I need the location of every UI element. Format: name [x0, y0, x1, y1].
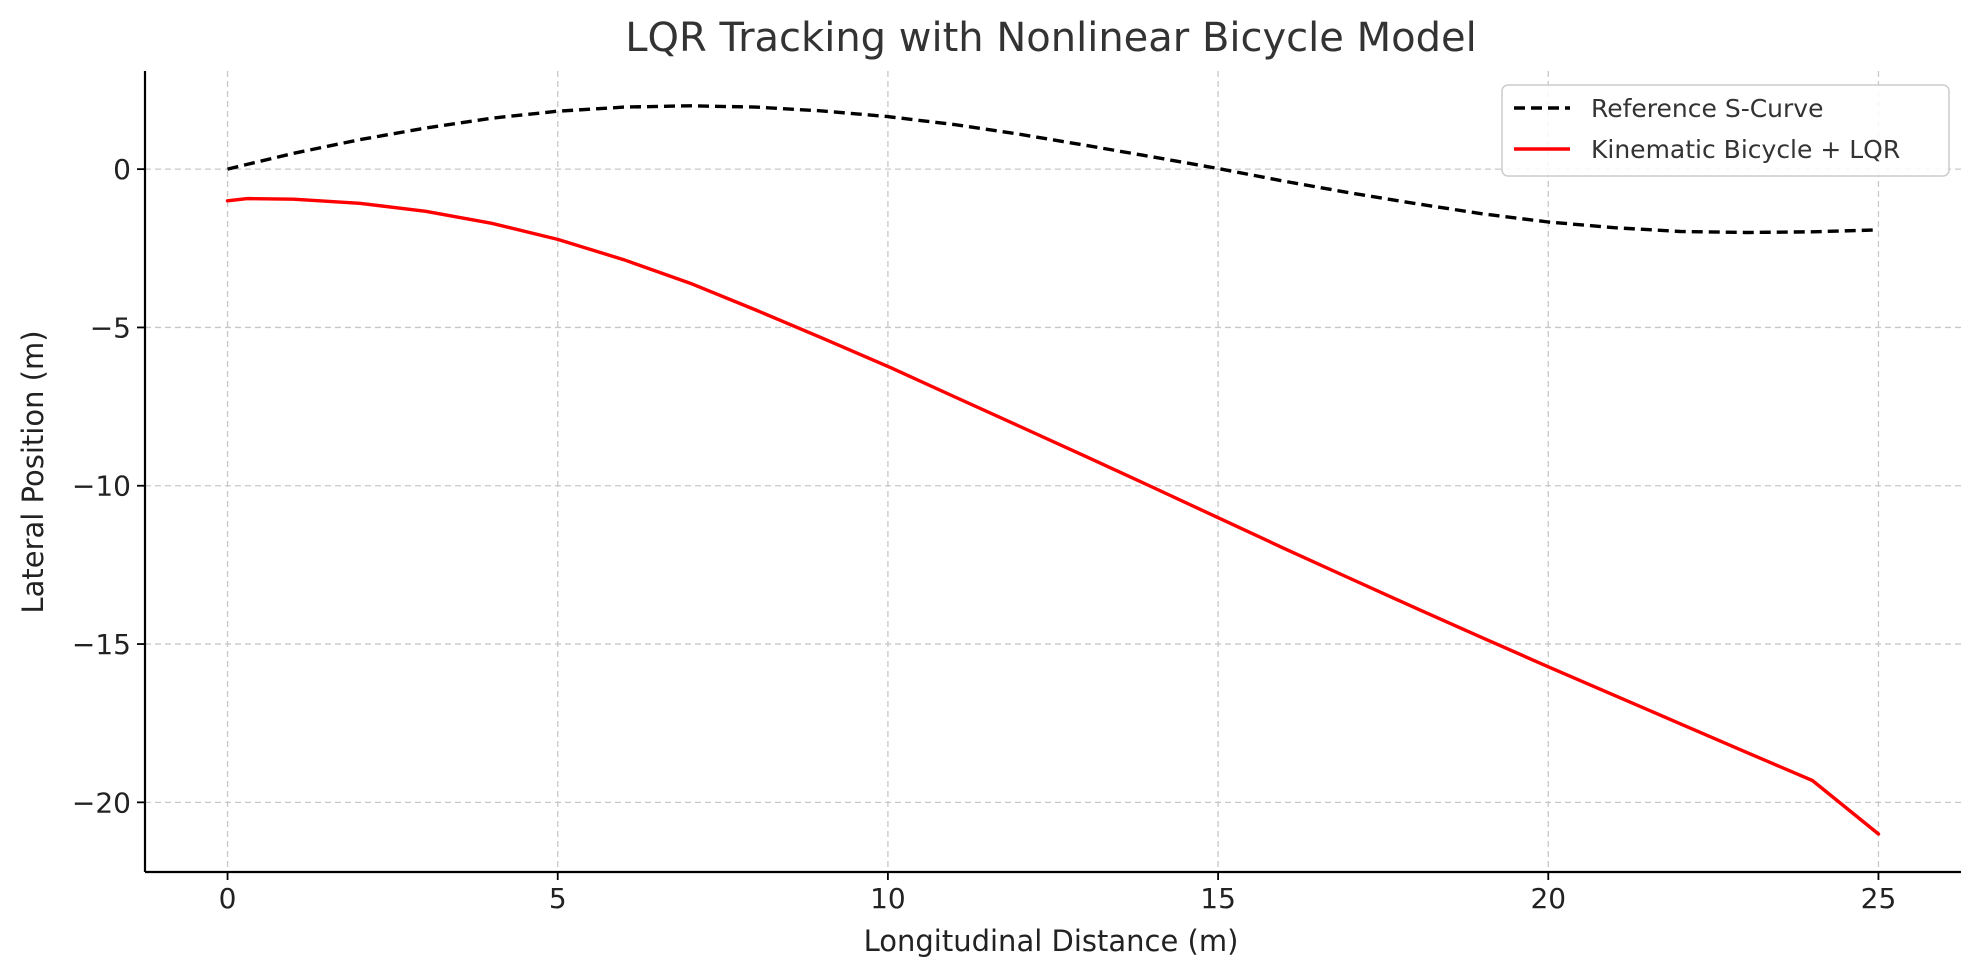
- x-tick-label: 25: [1861, 882, 1897, 915]
- x-grid: [226, 71, 1880, 872]
- y-tick-label: −15: [72, 628, 131, 661]
- y-axis-label: Lateral Position (m): [16, 330, 50, 613]
- chart-title: LQR Tracking with Nonlinear Bicycle Mode…: [625, 15, 1476, 61]
- x-tick-label: 20: [1530, 882, 1566, 915]
- legend-box: [1501, 84, 1950, 177]
- x-tick-label: 15: [1200, 882, 1236, 915]
- y-ticks: 0 −5 −10 −15 −20: [72, 153, 145, 819]
- y-tick-label: −10: [72, 470, 131, 503]
- kinematic-bicycle-lqr-line: [225, 196, 1881, 836]
- x-tick-label: 0: [219, 882, 237, 915]
- y-tick-label: −20: [72, 786, 131, 819]
- legend-label-bicycle: Kinematic Bicycle + LQR: [1591, 135, 1900, 164]
- x-axis-label: Longitudinal Distance (m): [864, 924, 1239, 958]
- y-tick-label: −5: [90, 311, 131, 344]
- y-grid: [145, 168, 1961, 803]
- x-ticks: 0 5 10 15 20 25: [219, 872, 1897, 915]
- x-tick-label: 5: [549, 882, 567, 915]
- series-layer: [225, 104, 1881, 836]
- reference-s-curve-line: [227, 104, 1879, 235]
- legend: Reference S-Curve Kinematic Bicycle + LQ…: [1501, 84, 1950, 177]
- legend-label-reference: Reference S-Curve: [1591, 94, 1823, 123]
- y-tick-label: 0: [113, 153, 131, 186]
- x-tick-label: 10: [870, 882, 906, 915]
